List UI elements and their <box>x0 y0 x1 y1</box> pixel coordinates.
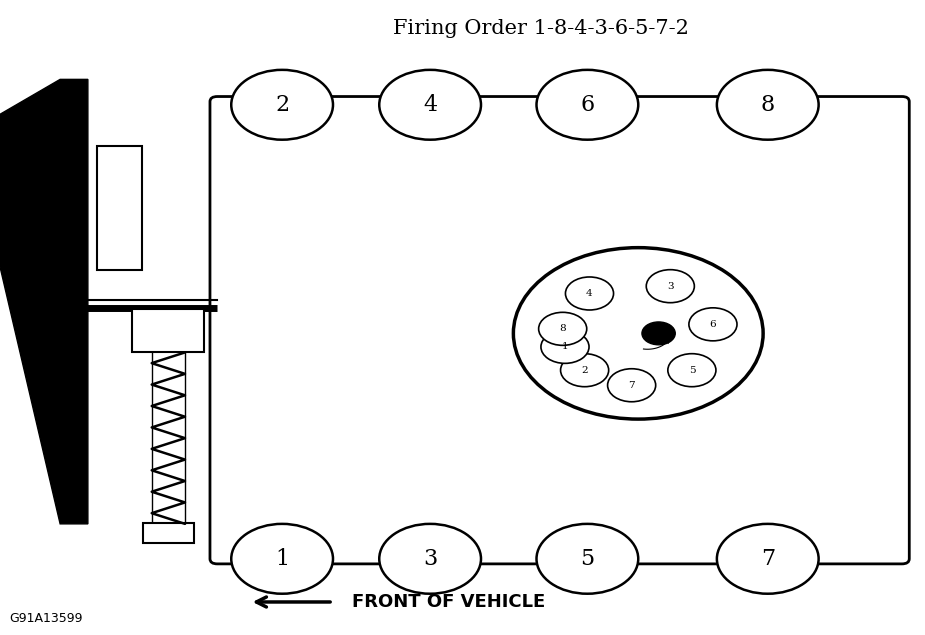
Text: 1: 1 <box>561 342 568 351</box>
Circle shape <box>689 308 737 341</box>
Polygon shape <box>0 79 88 524</box>
Text: 2: 2 <box>581 366 588 375</box>
FancyBboxPatch shape <box>210 97 909 564</box>
Circle shape <box>231 524 333 594</box>
Text: G91A13599: G91A13599 <box>9 613 82 625</box>
Circle shape <box>536 524 638 594</box>
Circle shape <box>717 70 819 140</box>
Bar <box>97 146 142 270</box>
Bar <box>132 309 204 352</box>
Text: 5: 5 <box>688 366 696 375</box>
Text: 2: 2 <box>275 94 290 116</box>
Text: 8: 8 <box>560 324 566 333</box>
Text: FRONT OF VEHICLE: FRONT OF VEHICLE <box>352 593 545 611</box>
Circle shape <box>717 524 819 594</box>
Text: Firing Order 1-8-4-3-6-5-7-2: Firing Order 1-8-4-3-6-5-7-2 <box>393 19 689 38</box>
Circle shape <box>379 70 481 140</box>
Text: 4: 4 <box>586 289 593 298</box>
Circle shape <box>541 330 589 363</box>
Circle shape <box>379 524 481 594</box>
Circle shape <box>608 369 656 402</box>
Text: 3: 3 <box>423 548 438 570</box>
Circle shape <box>642 322 675 345</box>
Text: 7: 7 <box>760 548 775 570</box>
Circle shape <box>565 277 613 310</box>
Text: 6: 6 <box>709 320 716 329</box>
Text: 6: 6 <box>580 94 595 116</box>
Circle shape <box>231 70 333 140</box>
Circle shape <box>513 248 763 419</box>
Text: 7: 7 <box>628 381 635 390</box>
Circle shape <box>561 354 609 387</box>
Text: 5: 5 <box>580 548 595 570</box>
Text: 1: 1 <box>275 548 290 570</box>
Circle shape <box>668 354 716 387</box>
Text: 3: 3 <box>667 282 673 291</box>
Text: 4: 4 <box>423 94 438 116</box>
Circle shape <box>647 270 695 303</box>
Bar <box>143 523 194 543</box>
Text: 8: 8 <box>760 94 775 116</box>
Circle shape <box>536 70 638 140</box>
Circle shape <box>538 312 586 345</box>
